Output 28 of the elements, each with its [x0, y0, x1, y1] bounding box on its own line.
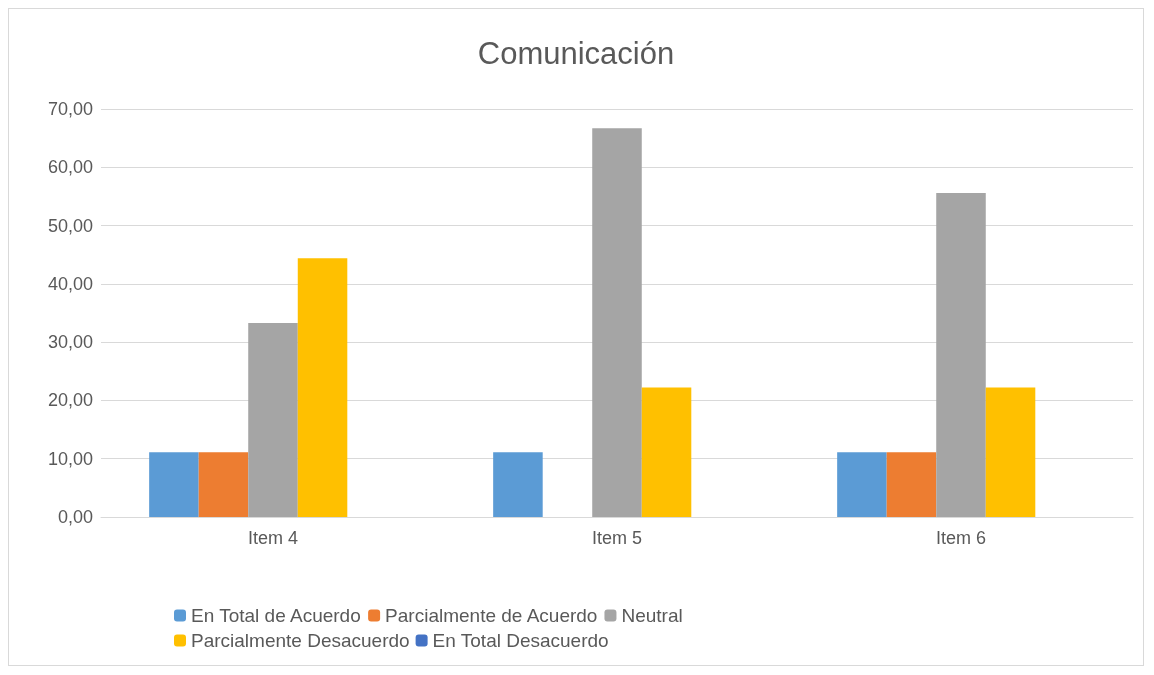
legend-label: En Total Desacuerdo	[432, 630, 609, 651]
legend-label: En Total de Acuerdo	[191, 605, 361, 626]
y-tick-label: 60,00	[47, 157, 93, 178]
y-tick-label: 0,00	[57, 507, 93, 527]
bar	[641, 387, 692, 517]
bar	[886, 452, 937, 517]
chart-title: Comunicación	[477, 36, 675, 71]
y-tick-label: 50,00	[47, 215, 93, 236]
bar	[149, 452, 199, 517]
bar	[248, 322, 298, 517]
y-tick-label: 10,00	[47, 448, 93, 469]
bar	[592, 128, 642, 517]
bar	[837, 452, 887, 517]
x-tick-label: Item 5	[591, 528, 643, 548]
legend-label: Parcialmente de Acuerdo	[385, 605, 598, 626]
bar	[297, 258, 348, 517]
legend-label: Parcialmente Desacuerdo	[191, 630, 410, 651]
y-tick-label: 40,00	[47, 273, 93, 294]
bar	[493, 452, 543, 517]
x-tick-label: Item 4	[247, 528, 299, 548]
bar	[198, 452, 249, 517]
bar	[985, 387, 1036, 517]
y-tick-label: 30,00	[47, 332, 93, 353]
bar	[936, 192, 986, 517]
y-tick-label: 20,00	[47, 390, 93, 411]
legend-label: Neutral	[621, 605, 683, 626]
x-tick-label: Item 6	[935, 528, 987, 548]
y-tick-label: 70,00	[47, 99, 93, 119]
